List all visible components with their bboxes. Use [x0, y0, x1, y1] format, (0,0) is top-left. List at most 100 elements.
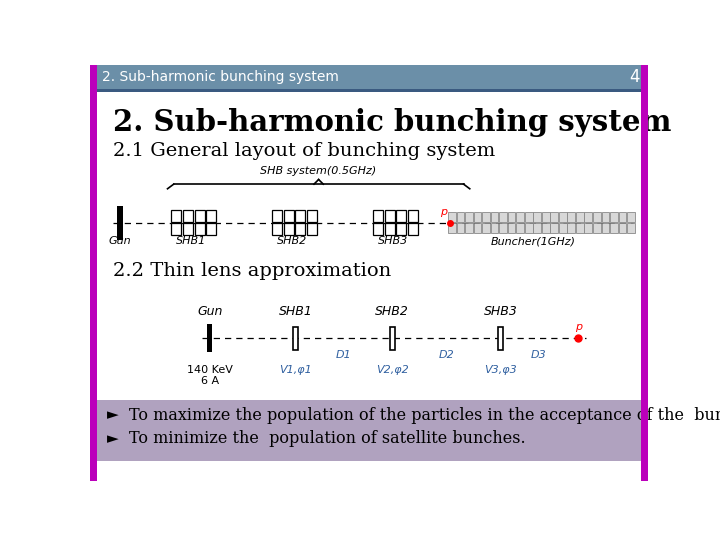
Bar	[567, 212, 575, 222]
Text: 2.2 Thin lens approximation: 2.2 Thin lens approximation	[113, 262, 392, 280]
Bar	[465, 212, 473, 222]
Text: 2. Sub-harmonic bunching system: 2. Sub-harmonic bunching system	[102, 70, 339, 84]
Bar	[384, 224, 395, 235]
Bar	[498, 327, 503, 350]
Bar	[474, 212, 482, 222]
Bar	[194, 211, 204, 222]
Text: 2. Sub-harmonic bunching system: 2. Sub-harmonic bunching system	[113, 108, 672, 137]
Text: ►: ►	[107, 408, 119, 423]
Bar	[171, 224, 181, 235]
Bar	[499, 224, 507, 233]
Bar	[516, 224, 524, 233]
Text: SHB2: SHB2	[277, 236, 307, 246]
Bar	[641, 65, 648, 481]
Bar	[396, 224, 406, 235]
Bar	[183, 211, 193, 222]
Text: V2,φ2: V2,φ2	[376, 366, 409, 375]
Bar	[601, 212, 609, 222]
Text: SHB system(0.5GHz): SHB system(0.5GHz)	[261, 166, 377, 176]
Bar	[576, 212, 584, 222]
Bar	[90, 65, 97, 481]
Text: 4: 4	[630, 68, 640, 86]
Bar	[293, 327, 297, 350]
Bar	[295, 211, 305, 222]
Bar	[525, 224, 533, 233]
Bar	[618, 224, 626, 233]
Bar	[516, 212, 524, 222]
Text: To minimize the  population of satellite bunches.: To minimize the population of satellite …	[129, 430, 526, 447]
Bar	[585, 224, 593, 233]
Bar	[373, 211, 383, 222]
Bar	[272, 211, 282, 222]
Bar	[559, 224, 567, 233]
Bar	[307, 211, 317, 222]
Bar	[508, 212, 516, 222]
Bar	[490, 224, 498, 233]
Bar	[585, 212, 593, 222]
Text: D3: D3	[531, 350, 546, 360]
Bar	[408, 224, 418, 235]
Text: Buncher(1GHz): Buncher(1GHz)	[491, 236, 576, 246]
Bar	[627, 224, 635, 233]
Bar	[550, 212, 558, 222]
Bar	[396, 211, 406, 222]
Bar	[610, 224, 618, 233]
Text: SHB1: SHB1	[176, 236, 207, 246]
Bar	[97, 65, 641, 90]
Text: 6 A: 6 A	[201, 376, 219, 386]
Bar	[408, 211, 418, 222]
Bar	[593, 224, 600, 233]
Bar	[284, 224, 294, 235]
Bar	[542, 224, 549, 233]
Bar	[390, 327, 395, 350]
Bar	[284, 211, 294, 222]
Bar	[465, 224, 473, 233]
Bar	[542, 212, 549, 222]
Bar	[171, 211, 181, 222]
Bar	[183, 224, 193, 235]
Bar	[482, 212, 490, 222]
Bar	[456, 224, 464, 233]
Bar	[97, 90, 641, 92]
Bar	[593, 212, 600, 222]
Bar	[610, 212, 618, 222]
Bar	[601, 224, 609, 233]
Bar	[206, 211, 216, 222]
Bar	[499, 212, 507, 222]
Bar	[295, 224, 305, 235]
Bar	[207, 325, 212, 352]
Text: To maximize the population of the particles in the acceptance of the  buncher.: To maximize the population of the partic…	[129, 407, 720, 424]
Bar	[272, 224, 282, 235]
Bar	[627, 212, 635, 222]
Text: Gun: Gun	[197, 305, 222, 318]
Bar	[550, 224, 558, 233]
Bar	[567, 224, 575, 233]
Bar	[508, 224, 516, 233]
Bar	[97, 400, 641, 461]
Text: D1: D1	[336, 350, 351, 360]
Bar	[194, 224, 204, 235]
Text: SHB2: SHB2	[375, 305, 409, 318]
Text: Gun: Gun	[108, 236, 131, 246]
Text: SHB3: SHB3	[484, 305, 518, 318]
Text: V3,φ3: V3,φ3	[485, 366, 517, 375]
Text: ►: ►	[107, 431, 119, 445]
Bar	[490, 212, 498, 222]
Bar	[576, 224, 584, 233]
Bar	[534, 212, 541, 222]
Bar	[525, 212, 533, 222]
Bar	[307, 224, 317, 235]
Bar	[534, 224, 541, 233]
Text: SHB3: SHB3	[378, 236, 408, 246]
Bar	[448, 212, 456, 222]
Bar	[448, 224, 456, 233]
Text: p: p	[575, 322, 582, 332]
Text: SHB1: SHB1	[279, 305, 312, 318]
Bar	[618, 212, 626, 222]
Bar	[384, 211, 395, 222]
Bar	[206, 224, 216, 235]
Bar	[559, 212, 567, 222]
Bar	[373, 224, 383, 235]
Bar	[117, 206, 122, 240]
Text: 2.1 General layout of bunching system: 2.1 General layout of bunching system	[113, 142, 495, 160]
